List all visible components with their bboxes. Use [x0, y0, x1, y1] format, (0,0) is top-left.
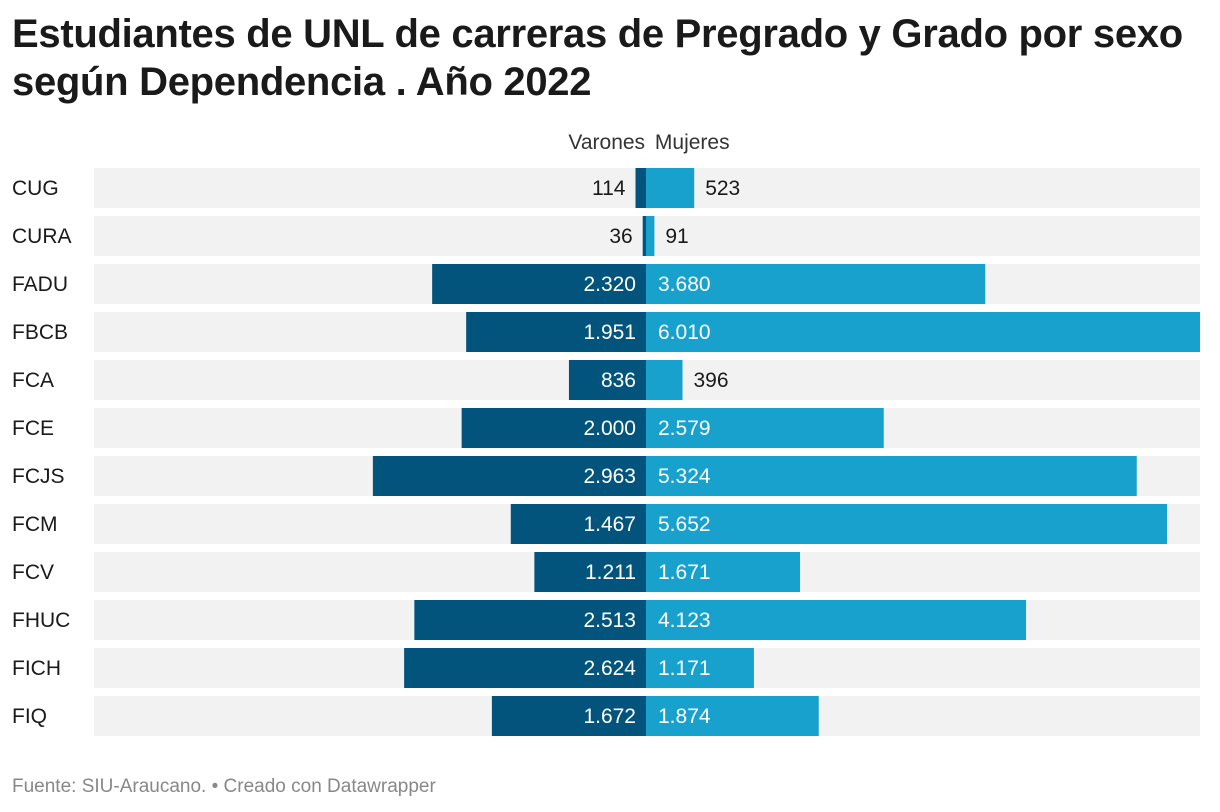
category-label: FCM	[12, 513, 58, 536]
bar-mujeres	[646, 504, 1167, 544]
bar-mujeres	[646, 360, 683, 400]
data-label-varones: 114	[592, 177, 626, 200]
bar-mujeres	[646, 168, 695, 208]
bar-varones	[534, 552, 646, 592]
bar-mujeres	[646, 312, 1200, 352]
bar-varones	[642, 216, 646, 256]
data-label-mujeres: 2.579	[658, 417, 711, 440]
category-label: FBCB	[12, 321, 68, 344]
bar-mujeres	[646, 648, 754, 688]
bar-varones	[372, 456, 646, 496]
bar-mujeres	[646, 552, 801, 592]
category-label: FHUC	[12, 609, 70, 632]
data-label-mujeres: 5.652	[658, 513, 711, 536]
bar-varones	[432, 264, 646, 304]
bar-varones	[461, 408, 646, 448]
bar-varones	[466, 312, 646, 352]
bar-mujeres	[646, 216, 655, 256]
category-label: FIQ	[12, 705, 47, 728]
bar-varones	[404, 648, 646, 688]
data-label-varones: 2.513	[583, 609, 636, 632]
category-label: FADU	[12, 273, 68, 296]
category-label: FCJS	[12, 465, 65, 488]
bar-mujeres	[646, 696, 819, 736]
category-label: FCV	[12, 561, 54, 584]
data-label-mujeres: 91	[665, 225, 688, 248]
data-label-mujeres: 5.324	[658, 465, 711, 488]
data-label-varones: 36	[609, 225, 632, 248]
bar-mujeres	[646, 456, 1137, 496]
bar-varones	[414, 600, 646, 640]
legend-item-varones: Varones	[568, 131, 646, 154]
data-label-varones: 2.320	[583, 273, 636, 296]
data-label-mujeres: 1.874	[658, 705, 711, 728]
bar-varones	[491, 696, 646, 736]
data-label-mujeres: 1.171	[658, 657, 711, 680]
legend-item-mujeres: Mujeres	[654, 131, 730, 154]
bar-varones	[568, 360, 646, 400]
data-label-varones: 1.211	[585, 561, 636, 584]
bar-varones	[635, 168, 646, 208]
category-label: CUG	[12, 177, 59, 200]
bar-mujeres	[646, 408, 884, 448]
data-label-varones: 1.951	[583, 321, 636, 344]
category-label: FCE	[12, 417, 54, 440]
data-label-mujeres: 1.671	[658, 561, 711, 584]
bar-mujeres	[646, 264, 986, 304]
category-label: CURA	[12, 225, 72, 248]
footer-source: Fuente: SIU-Araucano. • Creado con Dataw…	[12, 776, 436, 797]
data-label-mujeres: 3.680	[658, 273, 711, 296]
data-label-varones: 2.963	[583, 465, 636, 488]
legend: Varones Mujeres	[0, 131, 1220, 155]
data-label-varones: 836	[601, 369, 636, 392]
category-label: FCA	[12, 369, 54, 392]
data-label-mujeres: 523	[705, 177, 740, 200]
data-label-varones: 1.672	[583, 705, 636, 728]
data-label-varones: 2.000	[583, 417, 636, 440]
data-label-mujeres: 6.010	[658, 321, 711, 344]
data-label-varones: 1.467	[583, 513, 636, 536]
data-label-varones: 2.624	[583, 657, 636, 680]
data-label-mujeres: 396	[694, 369, 729, 392]
bar-mujeres	[646, 600, 1027, 640]
bar-varones	[510, 504, 646, 544]
category-label: FICH	[12, 657, 61, 680]
chart-title: Estudiantes de UNL de carreras de Pregra…	[12, 12, 1183, 104]
data-label-mujeres: 4.123	[658, 609, 711, 632]
